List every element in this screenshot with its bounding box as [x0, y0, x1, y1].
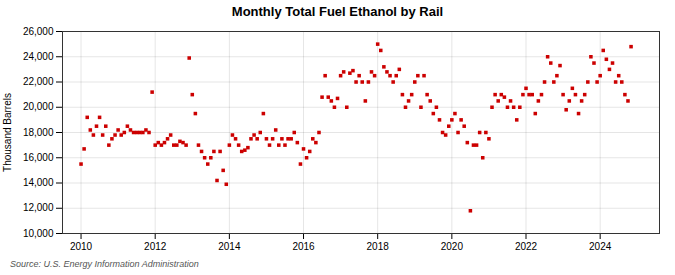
- html-text:Monthly Total Fuel Ethanol by: Monthly Total Fuel Ethanol by Rail: [231, 4, 444, 19]
- html-text:Source: U.S. Energy Informatio: Source: U.S. Energy Information Administ…: [10, 259, 199, 269]
- svg-text:2016: 2016: [292, 241, 315, 252]
- svg-text:20,000: 20,000: [23, 101, 54, 112]
- svg-text:14,000: 14,000: [23, 177, 54, 188]
- svg-text:2020: 2020: [441, 241, 464, 252]
- svg-text:2024: 2024: [589, 241, 612, 252]
- svg-text:22,000: 22,000: [23, 76, 54, 87]
- svg-text:Thousand Barrels: Thousand Barrels: [2, 93, 13, 172]
- svg-text:26,000: 26,000: [23, 26, 54, 37]
- svg-text:24,000: 24,000: [23, 51, 54, 62]
- svg-text:2014: 2014: [218, 241, 241, 252]
- svg-text:2022: 2022: [515, 241, 538, 252]
- svg-text:2010: 2010: [70, 241, 93, 252]
- svg-text:10,000: 10,000: [23, 228, 54, 239]
- svg-text:2012: 2012: [144, 241, 167, 252]
- svg-text:12,000: 12,000: [23, 202, 54, 213]
- svg-text:2018: 2018: [367, 241, 390, 252]
- svg-text:18,000: 18,000: [23, 127, 54, 138]
- svg-text:16,000: 16,000: [23, 152, 54, 163]
